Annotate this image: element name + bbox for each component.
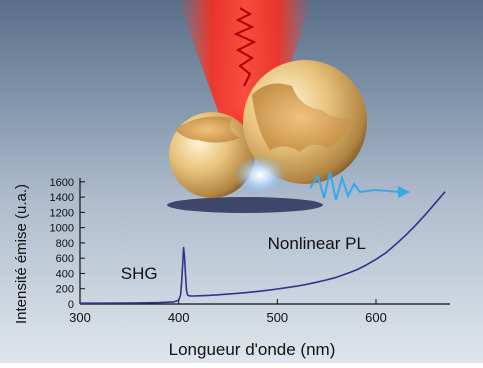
y-axis-label: Intensité émise (u.a.) bbox=[13, 184, 30, 324]
particle-shadow bbox=[167, 197, 323, 213]
incident-wave-icon bbox=[233, 7, 257, 87]
ticks: 300 400 500 600 0 200 400 600 800 1000 1200 1400 160… bbox=[50, 177, 387, 325]
series-line bbox=[80, 191, 446, 304]
hotspot-glow bbox=[234, 155, 286, 195]
y-tick-label: 1600 bbox=[50, 177, 74, 189]
y-tick-label: 200 bbox=[56, 284, 74, 296]
x-axis-label: Longueur d'onde (nm) bbox=[169, 340, 336, 359]
series-layer bbox=[80, 191, 446, 304]
emitted-wave-icon bbox=[309, 171, 401, 201]
illustration bbox=[167, 0, 410, 213]
nanoparticle-right-cut bbox=[252, 83, 350, 152]
laser-beam bbox=[178, 0, 312, 150]
y-tick-label: 1400 bbox=[50, 192, 74, 204]
x-tick-label: 400 bbox=[168, 310, 190, 325]
x-tick-label: 300 bbox=[69, 310, 91, 325]
emission-arrow-icon bbox=[398, 186, 410, 198]
x-tick-label: 600 bbox=[365, 310, 387, 325]
x-tick-label: 500 bbox=[266, 310, 288, 325]
y-tick-label: 0 bbox=[68, 299, 74, 311]
y-tick-label: 1000 bbox=[50, 223, 74, 235]
y-tick-label: 800 bbox=[56, 238, 74, 250]
annotation-label: Nonlinear PL bbox=[268, 234, 366, 253]
y-tick-label: 1200 bbox=[50, 207, 74, 219]
annotation-label: SHG bbox=[121, 264, 158, 283]
annotations: SHG Nonlinear PL bbox=[121, 234, 366, 283]
y-tick-label: 600 bbox=[56, 253, 74, 265]
nanoparticle-left-cut bbox=[175, 116, 240, 143]
y-tick-label: 400 bbox=[56, 268, 74, 280]
axes bbox=[79, 178, 450, 305]
